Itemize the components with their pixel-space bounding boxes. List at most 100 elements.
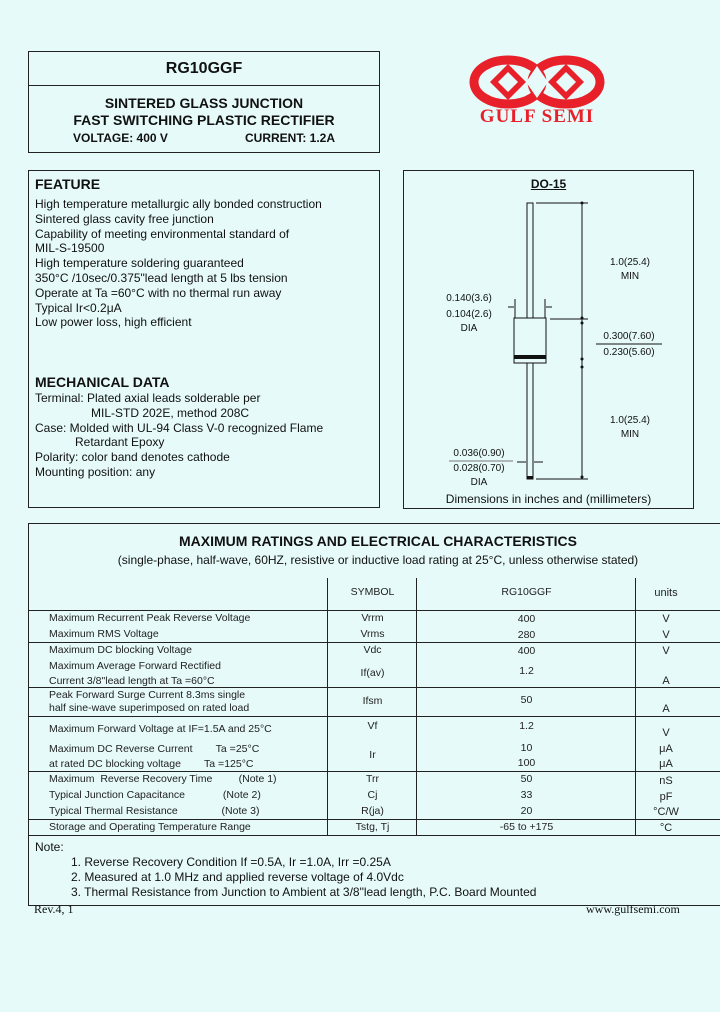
- table-row: Maximum DC blocking Voltage Maximum Avera…: [29, 642, 720, 687]
- unit: nS: [659, 775, 673, 787]
- unit: V: [662, 629, 670, 641]
- dim-bottom-lead-min: MIN: [620, 429, 640, 440]
- dim-body-dia-label: DIA: [460, 323, 478, 334]
- description-line-1: SINTERED GLASS JUNCTION: [104, 95, 304, 111]
- bottom-lead: [526, 362, 534, 480]
- symbol: Vrms: [360, 628, 385, 640]
- dim-lead-dia-min: 0.028(0.70): [453, 463, 505, 474]
- feature-title: FEATURE: [35, 176, 101, 192]
- unit: μA: [659, 743, 673, 755]
- param: Storage and Operating Temperature Range: [49, 821, 251, 833]
- unit: μA: [659, 758, 673, 770]
- symbol: Trr: [365, 773, 380, 785]
- logo-mark-icon: [469, 55, 605, 109]
- feature-item: High temperature soldering guaranteed: [35, 256, 244, 271]
- mechanical-list: Terminal: Plated axial leads solderable …: [35, 391, 323, 480]
- col-part: RG10GGF: [501, 586, 552, 598]
- value: 10: [520, 742, 533, 754]
- value: 100: [517, 757, 536, 769]
- title-box: RG10GGF SINTERED GLASS JUNCTION FAST SWI…: [28, 51, 380, 153]
- website-link[interactable]: www.gulfsemi.com: [586, 902, 680, 916]
- symbol: Ifsm: [362, 695, 383, 707]
- note-item: 3. Thermal Resistance from Junction to A…: [71, 885, 537, 899]
- value: 20: [520, 805, 533, 817]
- package-name: DO-15: [530, 177, 567, 191]
- param: Maximum Average Forward Rectified: [49, 660, 221, 672]
- value: 50: [520, 694, 533, 706]
- feature-box: FEATURE High temperature metallurgic all…: [28, 170, 380, 508]
- dim-top-lead-min: MIN: [620, 271, 640, 282]
- do15-outline-drawing: [449, 201, 662, 480]
- feature-item: Capability of meeting environmental stan…: [35, 226, 290, 241]
- dim-body-dia-min: 0.104(2.6): [446, 309, 492, 320]
- symbol: Vf: [367, 720, 378, 732]
- dim-lead-dia-max: 0.036(0.90): [453, 448, 505, 459]
- value: 1.2: [519, 665, 534, 677]
- ratings-title: MAXIMUM RATINGS AND ELECTRICAL CHARACTER…: [179, 533, 577, 549]
- symbol: Cj: [367, 789, 378, 801]
- param: Maximum DC blocking Voltage: [49, 644, 192, 656]
- dim-lead-dia-label: DIA: [470, 477, 488, 488]
- feature-item: High temperature metallurgic ally bonded…: [35, 197, 322, 211]
- symbol: Tstg, Tj: [355, 821, 390, 833]
- revision-label: Rev.4, 1: [34, 902, 74, 916]
- dim-body-dia-max: 0.140(3.6): [446, 293, 492, 304]
- value: 50: [520, 773, 533, 785]
- description-line-2: FAST SWITCHING PLASTIC RECTIFIER: [73, 112, 335, 128]
- unit: °C: [659, 822, 673, 834]
- mechanical-item: MIL-STD 202E, method 208C: [91, 405, 250, 420]
- value: 400: [517, 645, 536, 657]
- feature-item: Low power loss, high efficient: [35, 315, 192, 330]
- note-item: 2. Measured at 1.0 MHz and applied rever…: [71, 870, 404, 884]
- param: Maximum Recurrent Peak Reverse Voltage: [49, 612, 251, 624]
- param: half sine-wave superimposed on rated loa…: [49, 702, 250, 714]
- param: Peak Forward Surge Current 8.3ms single: [49, 689, 246, 701]
- value: 33: [520, 789, 533, 801]
- table-row: Storage and Operating Temperature Range …: [29, 819, 720, 836]
- voltage-rating: VOLTAGE: 400 V: [73, 131, 168, 145]
- mechanical-item: Terminal: Plated axial leads solderable …: [35, 391, 261, 405]
- feature-item: 350°C /10sec/0.375"lead length at 5 lbs …: [35, 270, 288, 285]
- dim-top-lead: 1.0(25.4): [609, 257, 651, 268]
- dim-bottom-lead: 1.0(25.4): [609, 415, 651, 426]
- col-units: units: [654, 587, 678, 599]
- symbol: R(ja): [361, 805, 384, 817]
- param: Maximum Forward Voltage at IF=1.5A and 2…: [49, 723, 272, 735]
- symbol: Vdc: [363, 644, 382, 656]
- col-symbol: SYMBOL: [350, 586, 395, 598]
- param: Current 3/8"lead length at Ta =60°C: [49, 675, 215, 687]
- feature-item: Sintered glass cavity free junction: [35, 211, 214, 226]
- param: at rated DC blocking voltage Ta =125°C: [49, 758, 254, 770]
- unit: V: [662, 613, 670, 625]
- param: Maximum DC Reverse Current Ta =25°C: [49, 743, 260, 755]
- table-header-row: SYMBOL RG10GGF units: [29, 578, 720, 610]
- symbol: If(av): [360, 667, 385, 679]
- table-row: Maximum Reverse Recovery Time (Note 1) Ty…: [29, 771, 720, 819]
- value: 1.2: [519, 720, 534, 732]
- param: Typical Junction Capacitance (Note 2): [49, 789, 261, 801]
- ratings-subtitle: (single-phase, half-wave, 60HZ, resistiv…: [117, 553, 639, 567]
- current-rating: CURRENT: 1.2A: [245, 131, 336, 145]
- mechanical-item: Case: Molded with UL-94 Class V-0 recogn…: [35, 420, 324, 435]
- unit: °C/W: [653, 806, 679, 818]
- value: -65 to +175: [499, 821, 554, 833]
- value: 400: [517, 613, 536, 625]
- cathode-band: [514, 355, 546, 359]
- mechanical-item: Mounting position: any: [35, 464, 156, 479]
- top-lead: [526, 202, 534, 319]
- dimension-caption: Dimensions in inches and (millimeters): [445, 492, 652, 506]
- feature-item: MIL-S-19500: [35, 241, 105, 256]
- feature-item: Typical Ir<0.2μA: [35, 300, 122, 315]
- mechanical-title: MECHANICAL DATA: [35, 374, 170, 390]
- logo-text: GULF SEMI: [479, 106, 595, 127]
- unit: A: [662, 703, 670, 715]
- unit: V: [662, 727, 670, 739]
- mechanical-item: Polarity: color band denotes cathode: [35, 450, 230, 465]
- table-row: Maximum Recurrent Peak Reverse Voltage Ma…: [29, 610, 720, 642]
- symbol: Ir: [369, 749, 376, 761]
- dim-body-len-min: 0.230(5.60): [603, 347, 655, 358]
- package-diagram-box: DO-15 1.0(25.4) MIN 0.140(3.6) 0.104(2.: [403, 170, 694, 509]
- note-item: 1. Reverse Recovery Condition If =0.5A, …: [71, 855, 391, 869]
- value: 280: [517, 629, 536, 641]
- dim-body-len-max: 0.300(7.60): [603, 331, 655, 342]
